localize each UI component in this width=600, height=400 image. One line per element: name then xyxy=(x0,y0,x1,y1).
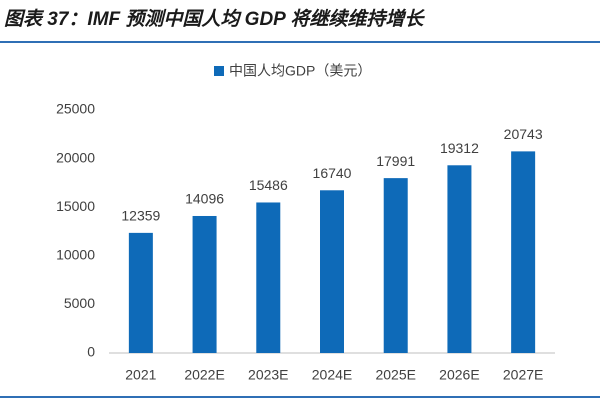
value-label: 14096 xyxy=(185,191,224,207)
value-label: 20743 xyxy=(504,126,543,142)
bar xyxy=(256,202,281,353)
y-tick-label: 15000 xyxy=(56,198,95,214)
y-tick-label: 10000 xyxy=(56,247,95,263)
chart-title: 图表 37：IMF 预测中国人均 GDP 将继续维持增长 xyxy=(4,8,425,30)
x-tick-label: 2026E xyxy=(439,367,479,383)
value-label: 15486 xyxy=(249,177,288,193)
x-tick-label: 2027E xyxy=(503,367,543,383)
x-tick-label: 2024E xyxy=(312,367,352,383)
y-tick-label: 5000 xyxy=(64,295,95,311)
value-label: 17991 xyxy=(376,153,415,169)
bar xyxy=(192,215,217,353)
y-tick-label: 0 xyxy=(87,344,95,360)
y-tick-label: 25000 xyxy=(56,101,95,117)
bar xyxy=(447,165,472,353)
legend-label: 中国人均GDP（美元） xyxy=(229,63,371,79)
legend-swatch xyxy=(214,66,224,76)
x-tick-label: 2023E xyxy=(248,367,288,383)
x-tick-label: 2022E xyxy=(184,367,224,383)
bar xyxy=(511,151,536,353)
y-tick-label: 20000 xyxy=(56,149,95,165)
value-label: 12359 xyxy=(121,208,160,224)
value-label: 19312 xyxy=(440,140,479,156)
bar xyxy=(383,178,408,353)
bar xyxy=(128,232,153,353)
x-tick-label: 2025E xyxy=(375,367,415,383)
value-label: 16740 xyxy=(313,165,352,181)
bar xyxy=(320,190,344,353)
x-tick-label: 2021 xyxy=(125,367,156,383)
